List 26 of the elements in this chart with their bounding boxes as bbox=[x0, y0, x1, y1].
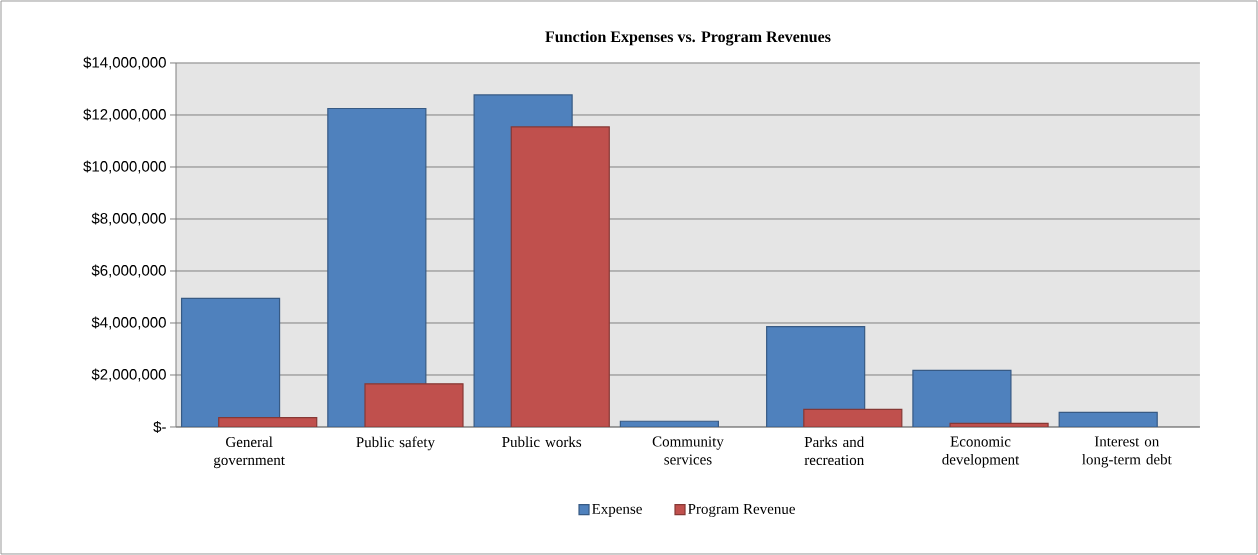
y-tick-label: $14,000,000 bbox=[83, 56, 166, 70]
bar bbox=[180, 297, 281, 427]
y-tick-label: $8,000,000 bbox=[91, 212, 166, 226]
bar bbox=[949, 422, 1049, 427]
bar bbox=[218, 417, 318, 427]
y-tick-label: $2,000,000 bbox=[91, 368, 166, 382]
bar bbox=[327, 107, 427, 427]
x-tick-label: Economic development bbox=[942, 436, 1020, 468]
y-tick-label: $6,000,000 bbox=[91, 264, 166, 278]
bar bbox=[912, 369, 1012, 427]
legend-label: Expense bbox=[592, 503, 642, 517]
bar bbox=[364, 383, 464, 427]
x-tick-label: Parks and recreation bbox=[804, 436, 865, 466]
x-tick-label: Public safety bbox=[356, 436, 435, 451]
legend-label: Program Revenue bbox=[688, 503, 795, 518]
chart-title: Function Expenses vs. Program Revenues bbox=[545, 30, 831, 46]
x-tick-label: Interest on long-term debt bbox=[1082, 436, 1172, 468]
bar bbox=[510, 126, 610, 427]
x-tick-label: Community services bbox=[652, 436, 724, 465]
y-tick-label: $12,000,000 bbox=[83, 108, 166, 122]
x-tick-label: General government bbox=[213, 436, 285, 469]
x-tick-label: Public works bbox=[502, 436, 582, 448]
y-tick-label: $- bbox=[153, 420, 166, 434]
y-tick-label: $4,000,000 bbox=[91, 316, 166, 330]
y-tick-label: $10,000,000 bbox=[83, 160, 166, 174]
bar bbox=[803, 408, 903, 427]
